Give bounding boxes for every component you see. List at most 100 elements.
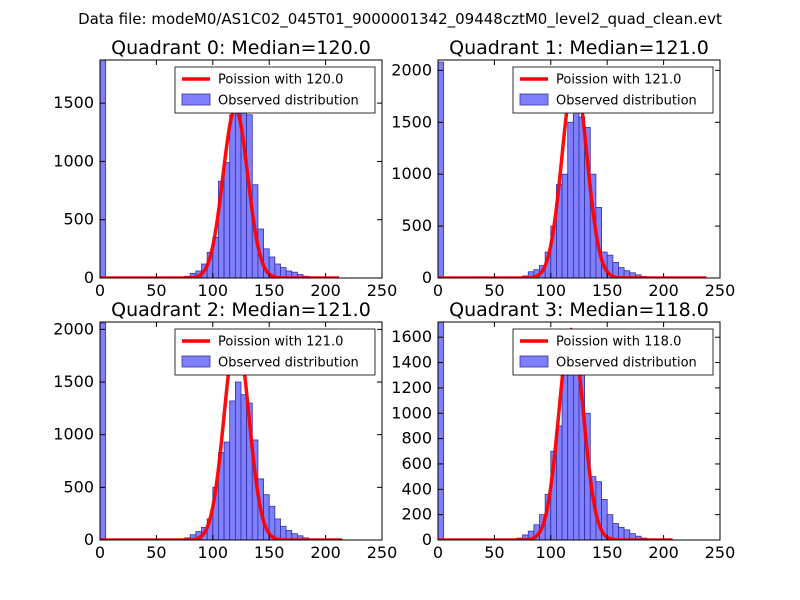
legend-label-observed: Observed distribution [218, 356, 359, 371]
poisson-curve [438, 327, 673, 540]
legend-label-poisson: Poission with 121.0 [556, 73, 681, 88]
x-tick-label: 250 [367, 281, 398, 300]
y-tick-label: 1600 [391, 327, 432, 346]
legend-bar-swatch [181, 93, 211, 106]
x-tick-label: 100 [198, 543, 229, 562]
plot-content [100, 322, 343, 540]
legend-bar-swatch [519, 355, 549, 368]
figure-suptitle: Data file: modeM0/AS1C02_045T01_90000013… [78, 10, 722, 29]
legend-label-observed: Observed distribution [556, 94, 697, 109]
y-tick-label: 0 [422, 268, 432, 287]
plot-content [438, 322, 673, 540]
chart-panel-0: 0 50 100 150 200 250 0 500 1000 1500 Quadrant 0: M… [53, 37, 397, 300]
legend: Poission with 121.0 Observed distribution [174, 328, 376, 376]
y-tick-label: 0 [422, 530, 432, 549]
x-tick-label: 150 [254, 281, 285, 300]
y-tick-label: 1500 [53, 372, 94, 391]
legend-label-poisson: Poission with 121.0 [218, 335, 343, 350]
chart-panel-1: 0 50 100 150 200 250 0 500 1000 1500 2000 Quadrant … [391, 37, 735, 300]
legend-label-poisson: Poission with 118.0 [556, 335, 681, 350]
legend: Poission with 118.0 Observed distribution [512, 328, 714, 376]
histogram-bar [240, 394, 248, 540]
histogram-bar [561, 173, 569, 278]
x-tick-label: 0 [95, 543, 105, 562]
histogram-bar [234, 381, 242, 540]
plot-content [100, 60, 340, 278]
axes-frame [99, 59, 383, 279]
histogram-bar [100, 322, 107, 540]
legend-label-observed: Observed distribution [556, 356, 697, 371]
y-tick-label: 1000 [53, 425, 94, 444]
legend: Poission with 121.0 Observed distribution [512, 66, 714, 114]
histogram-bar [229, 114, 236, 278]
y-tick-label: 0 [84, 530, 94, 549]
x-tick-label: 100 [536, 543, 567, 562]
y-tick-label: 400 [401, 479, 432, 498]
x-tick-label: 200 [310, 281, 341, 300]
legend: Poission with 120.0 Observed distribution [174, 66, 376, 114]
x-tick-label: 0 [95, 281, 105, 300]
y-tick-label: 1500 [53, 93, 94, 112]
axes-frame [99, 321, 383, 541]
x-tick-label: 200 [648, 281, 679, 300]
y-tick-label: 1000 [391, 164, 432, 183]
x-tick-label: 200 [310, 543, 341, 562]
histogram-bar [618, 526, 625, 540]
legend-label-poisson: Poission with 120.0 [218, 73, 343, 88]
y-tick-label: 1500 [391, 112, 432, 131]
y-tick-label: 500 [401, 216, 432, 235]
chart-title: Quadrant 0: Median=120.0 [111, 37, 371, 59]
histogram-bar [234, 112, 242, 278]
poisson-curve [100, 106, 340, 278]
axes-frame [437, 321, 721, 541]
x-tick-label: 250 [367, 543, 398, 562]
histogram-bar [100, 60, 107, 278]
x-tick-label: 250 [705, 543, 736, 562]
histogram-bar [612, 523, 619, 540]
x-tick-label: 50 [484, 281, 504, 300]
histogram-bar [561, 364, 569, 540]
histogram-bar [223, 441, 231, 540]
y-tick-label: 1000 [391, 403, 432, 422]
axes-frame [437, 59, 721, 279]
histogram-bar [438, 61, 445, 278]
y-tick-label: 200 [401, 505, 432, 524]
y-tick-label: 600 [401, 454, 432, 473]
x-tick-label: 0 [433, 281, 443, 300]
y-tick-label: 1400 [391, 353, 432, 372]
histogram-bar [229, 400, 236, 540]
legend-bar-swatch [519, 93, 549, 106]
legend-label-observed: Observed distribution [218, 94, 359, 109]
x-tick-label: 100 [536, 281, 567, 300]
x-tick-label: 0 [433, 543, 443, 562]
x-tick-label: 200 [648, 543, 679, 562]
x-tick-label: 100 [198, 281, 229, 300]
chart-title: Quadrant 3: Median=118.0 [449, 299, 709, 321]
y-tick-label: 800 [401, 429, 432, 448]
y-tick-label: 500 [63, 477, 94, 496]
chart-title: Quadrant 2: Median=121.0 [111, 299, 371, 321]
legend-bar-swatch [181, 355, 211, 368]
histogram-bar [223, 162, 231, 278]
x-tick-label: 50 [484, 543, 504, 562]
y-tick-label: 1200 [391, 378, 432, 397]
x-tick-label: 150 [592, 543, 623, 562]
x-tick-label: 50 [146, 281, 166, 300]
y-tick-label: 2000 [53, 319, 94, 338]
poisson-curve [100, 332, 343, 540]
x-tick-label: 150 [592, 281, 623, 300]
histogram-bar [567, 121, 574, 278]
x-tick-label: 50 [146, 543, 166, 562]
chart-panel-2: 0 50 100 150 200 250 0 500 1000 1500 2000 Quadrant … [53, 299, 397, 562]
chart-title: Quadrant 1: Median=121.0 [449, 37, 709, 59]
y-tick-label: 0 [84, 268, 94, 287]
y-tick-label: 1000 [53, 151, 94, 170]
y-tick-label: 500 [63, 210, 94, 229]
y-tick-label: 2000 [391, 60, 432, 79]
histogram-bar [438, 322, 445, 540]
chart-panel-3: 0 50 100 150 200 2500200400600800100012001400… [391, 299, 735, 562]
histogram-bar [572, 106, 580, 278]
x-tick-label: 250 [705, 281, 736, 300]
x-tick-label: 150 [254, 543, 285, 562]
